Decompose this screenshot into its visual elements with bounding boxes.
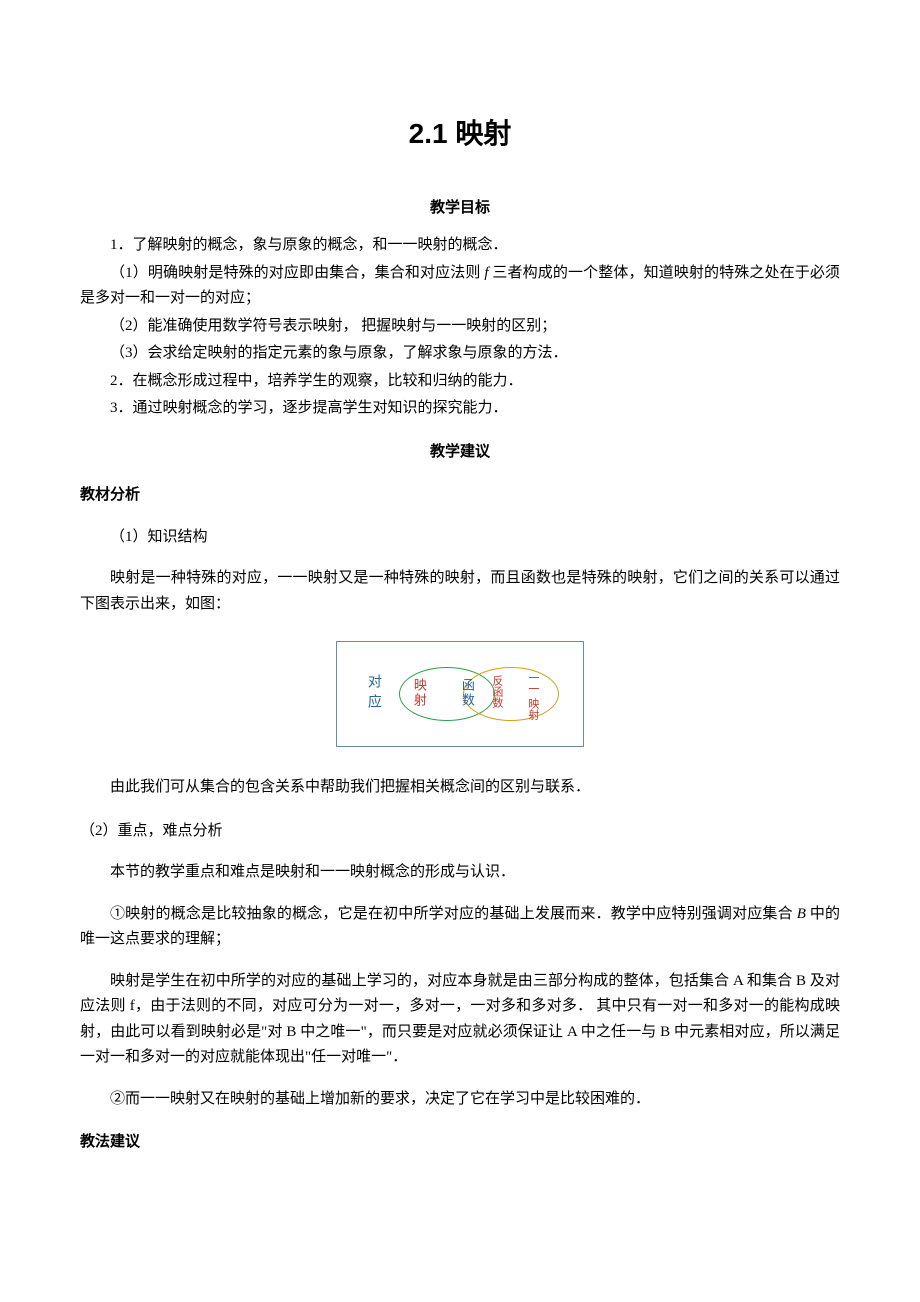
venn-area: 映射 函数 反函数 一一 映射 [399,662,559,726]
subheading-material-analysis: 教材分析 [80,483,840,509]
structure-label: （1）知识结构 [80,525,840,551]
objective-1: 1．了解映射的概念，象与原象的概念，和一一映射的概念． [80,233,840,259]
keypoints-intro: 本节的教学重点和难点是映射和一一映射概念的形成与认识． [80,860,840,886]
text: ①映射的概念是比较抽象的概念，它是在初中所学对应的基础上发展而来．教学中应特别强… [110,906,797,922]
subheading-teaching-method: 教法建议 [80,1130,840,1156]
section-heading-suggestions: 教学建议 [80,440,840,466]
keypoint-2: ②而一一映射又在映射的基础上增加新的要求，决定了它在学习中是比较困难的． [80,1087,840,1113]
label-duiying: 对应 [361,674,385,714]
objective-1-3: （3）会求给定映射的指定元素的象与原象，了解求象与原象的方法． [80,341,840,367]
structure-conclusion: 由此我们可从集合的包含关系中帮助我们把握相关概念间的区别与联系． [80,775,840,801]
objective-3: 3．通过映射概念的学习，逐步提高学生对知识的探究能力． [80,396,840,422]
objective-2: 2．在概念形成过程中，培养学生的观察，比较和归纳的能力． [80,369,840,395]
label-fanhanshu: 反函数 [491,675,502,708]
label-yiyi: 一一 [527,672,538,694]
venn-diagram-container: 对应 映射 函数 反函数 一一 映射 [80,641,840,747]
oval-right [463,667,559,721]
objective-1-1: （1）明确映射是特殊的对应即由集合，集合和对应法则 f 三者构成的一个整体，知道… [80,261,840,312]
label-hanshu: 函数 [461,678,474,708]
text: （1）明确映射是特殊的对应即由集合，集合和对应法则 [110,265,484,281]
keypoint-1: ①映射的概念是比较抽象的概念，它是在初中所学对应的基础上发展而来．教学中应特别强… [80,902,840,953]
keypoints-label: （2）重点，难点分析 [80,819,840,845]
objective-1-2: （2）能准确使用数学符号表示映射， 把握映射与一一映射的区别； [80,314,840,340]
structure-intro: 映射是一种特殊的对应，一一映射又是一种特殊的映射，而且函数也是特殊的映射，它们之… [80,566,840,617]
label-yingshe: 映射 [413,678,426,708]
label-yingshe2: 映射 [527,698,538,720]
variable-b: B [797,906,806,922]
keypoint-1-detail: 映射是学生在初中所学的对应的基础上学习的，对应本身就是由三部分构成的整体，包括集… [80,969,840,1071]
venn-diagram-box: 对应 映射 函数 反函数 一一 映射 [336,641,584,747]
page-title: 2.1 映射 [80,110,840,158]
section-heading-objectives: 教学目标 [80,196,840,222]
